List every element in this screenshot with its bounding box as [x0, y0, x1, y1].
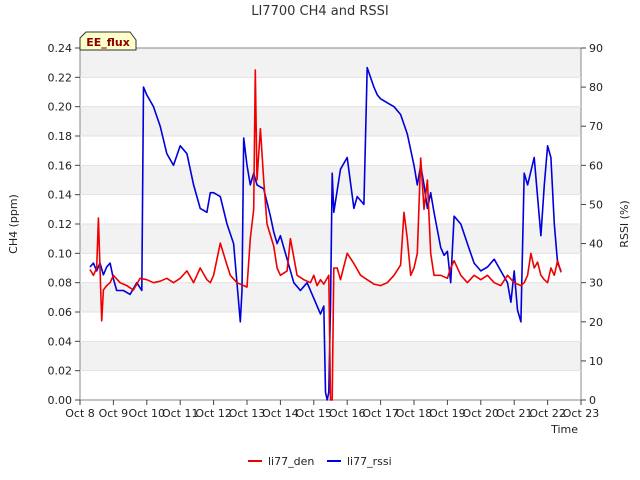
left-axis-ticks: 0.00 0.02 0.04 0.06 0.08 0.10 0.12 0.14 0.16 0.18… [48, 42, 80, 407]
chart-title: LI7700 CH4 and RSSI [251, 4, 389, 19]
y-left-tick-label: 0.02 [48, 365, 73, 378]
y-right-tick-label: 90 [589, 42, 603, 55]
plot-background-bands [80, 48, 581, 371]
x-tick-label: Oct 21 [496, 407, 533, 420]
series-line-li77-rssi [89, 66, 562, 401]
y-right-tick-label: 70 [589, 120, 603, 133]
x-tick-label: Oct 12 [195, 407, 232, 420]
y-left-tick-label: 0.20 [48, 101, 73, 114]
x-tick-label: Oct 16 [329, 407, 366, 420]
y-left-tick-label: 0.16 [48, 159, 73, 172]
x-tick-label: Oct 11 [162, 407, 199, 420]
y-axis-right-label: RSSI (%) [618, 200, 631, 247]
legend-label-li77-den: li77_den [268, 455, 314, 468]
background-band [80, 106, 581, 136]
y-left-tick-label: 0.12 [48, 218, 73, 231]
y-left-tick-label: 0.06 [48, 306, 73, 319]
y-left-tick-label: 0.22 [48, 71, 73, 84]
badge-box [79, 31, 137, 51]
y-left-tick-label: 0.14 [48, 189, 73, 202]
legend: li77_den li77_rssi [248, 455, 392, 468]
y-left-tick-label: 0.24 [48, 42, 73, 55]
series-layer [89, 66, 562, 401]
y-right-tick-label: 60 [589, 159, 603, 172]
y-right-tick-label: 10 [589, 355, 603, 368]
y-axis-left-label: CH4 (ppm) [7, 194, 20, 254]
x-tick-label: Oct 18 [396, 407, 433, 420]
x-tick-label: Oct 14 [262, 407, 299, 420]
y-left-tick-label: 0.10 [48, 247, 73, 260]
y-left-tick-label: 0.04 [48, 335, 73, 348]
y-left-tick-label: 0.08 [48, 277, 73, 290]
x-tick-label: Oct 8 [65, 407, 95, 420]
x-tick-label: Oct 19 [429, 407, 466, 420]
y-right-tick-label: 40 [589, 238, 603, 251]
y-right-tick-label: 20 [589, 316, 603, 329]
x-tick-label: Oct 20 [463, 407, 500, 420]
x-tick-label: Oct 23 [563, 407, 600, 420]
background-band [80, 165, 581, 195]
badge: EE_flux [79, 31, 137, 51]
legend-label-li77-rssi: li77_rssi [347, 455, 392, 468]
x-tick-label: Oct 10 [129, 407, 166, 420]
series-line-li77-den [89, 69, 562, 401]
right-axis-ticks: 0 10 20 30 40 50 60 70 80 90 [581, 42, 603, 407]
y-right-tick-label: 80 [589, 81, 603, 94]
y-right-tick-label: 30 [589, 277, 603, 290]
y-left-tick-label: 0.18 [48, 130, 73, 143]
x-axis-label: Time [550, 423, 578, 436]
y-right-tick-label: 50 [589, 198, 603, 211]
badge-label: EE_flux [86, 36, 130, 49]
y-left-tick-label: 0.00 [48, 394, 73, 407]
x-tick-label: Oct 9 [99, 407, 129, 420]
x-tick-label: Oct 13 [229, 407, 266, 420]
background-band [80, 48, 581, 78]
x-tick-label: Oct 22 [529, 407, 566, 420]
x-tick-label: Oct 15 [296, 407, 333, 420]
x-tick-label: Oct 17 [362, 407, 399, 420]
y-right-tick-label: 0 [589, 394, 596, 407]
